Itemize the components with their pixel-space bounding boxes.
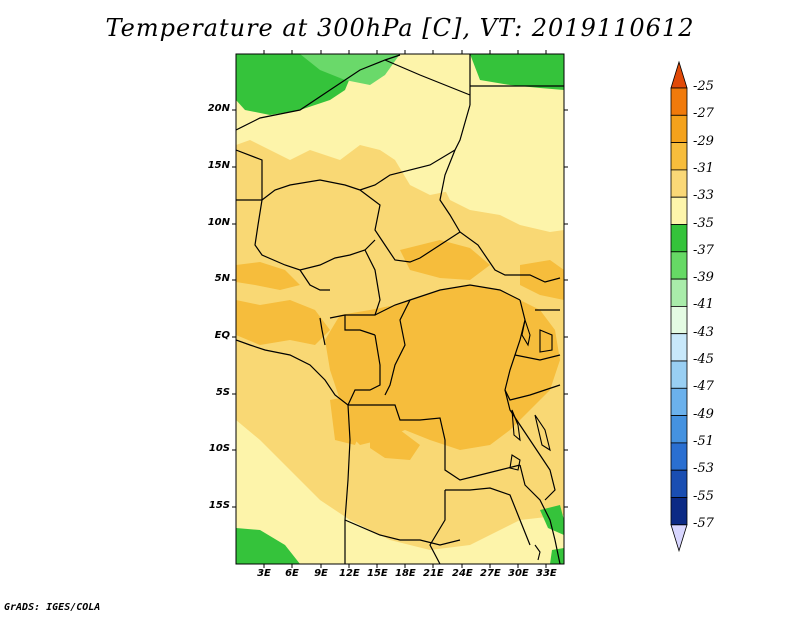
field-pale-ne	[440, 110, 564, 232]
field-orange-south	[370, 430, 420, 460]
map-frame	[235, 53, 565, 565]
colorbar-swatch	[670, 278, 688, 307]
lat-label: 10N	[207, 217, 230, 228]
colorbar-label: -25	[693, 79, 714, 94]
field-green-se2	[550, 548, 564, 564]
colorbar-swatch	[670, 169, 688, 198]
lat-label: EQ	[214, 330, 230, 341]
map-title: Temperature at 300hPa [C], VT: 201911061…	[105, 14, 695, 42]
lat-label: 5S	[215, 387, 230, 398]
colorbar-swatch	[670, 415, 688, 444]
field-green-sw	[236, 528, 300, 564]
colorbar-swatch	[670, 87, 688, 116]
colorbar-swatch	[670, 142, 688, 171]
field-orange-central	[325, 285, 560, 450]
lon-label: 30E	[508, 568, 529, 579]
colorbar-label: -29	[693, 133, 714, 149]
field-lightgreen-north	[300, 54, 400, 85]
colorbar-swatch	[670, 305, 688, 335]
lat-label: 15S	[208, 500, 230, 511]
field-green-ne	[470, 54, 564, 90]
colorbar-label: -37	[693, 242, 714, 258]
colorbar-label: -41	[693, 297, 714, 313]
lon-label: 12E	[339, 568, 360, 579]
colorbar	[670, 60, 688, 553]
colorbar-swatch	[670, 114, 688, 144]
colorbar-top-arrow	[670, 60, 688, 89]
lon-label: 3E	[257, 568, 271, 579]
colorbar-swatch	[670, 196, 688, 225]
colorbar-swatch	[670, 333, 688, 362]
colorbar-label: -35	[693, 215, 714, 231]
colorbar-label: -51	[693, 433, 714, 449]
lat-label: 10S	[208, 443, 230, 454]
colorbar-label: -31	[693, 160, 714, 176]
field-pale-sw	[236, 420, 564, 564]
field-orange-sw	[330, 395, 365, 445]
colorbar-label: -43	[693, 324, 714, 340]
colorbar-swatch	[670, 387, 688, 416]
country-borders	[236, 54, 564, 564]
lon-label: 18E	[395, 568, 416, 579]
lat-label: 15N	[207, 160, 230, 171]
colorbar-label: -53	[693, 461, 714, 477]
axis-ticks	[232, 50, 568, 568]
lat-label: 20N	[207, 103, 230, 114]
colorbar-swatch	[670, 224, 688, 253]
colorbar-label: -45	[693, 352, 714, 367]
colorbar-swatch	[670, 442, 688, 471]
field-orange-nw	[236, 262, 300, 290]
colorbar-swatch	[670, 251, 688, 280]
colorbar-label: -27	[693, 106, 714, 122]
colorbar-swatch	[670, 469, 688, 498]
colorbar-swatch	[670, 497, 688, 526]
lon-label: 33E	[536, 568, 557, 579]
colorbar-swatch	[670, 360, 688, 389]
temperature-field	[236, 54, 564, 564]
grads-credit: GrADS: IGES/COLA	[4, 602, 101, 613]
field-orange-center-n	[400, 240, 490, 280]
colorbar-label: -49	[693, 406, 714, 422]
lon-label: 6E	[285, 568, 299, 579]
colorbar-label: -57	[693, 515, 714, 531]
lon-label: 24E	[452, 568, 473, 579]
colorbar-label: -33	[693, 188, 714, 204]
lon-label: 27E	[480, 568, 501, 579]
lakes	[509, 317, 553, 561]
lon-label: 15E	[367, 568, 388, 579]
colorbar-bottom-arrow	[670, 524, 688, 553]
colorbar-label: -55	[693, 488, 714, 504]
lon-label: 9E	[314, 568, 328, 579]
lat-label: 5N	[214, 273, 230, 284]
colorbar-label: -39	[693, 270, 714, 286]
field-orange-west	[236, 300, 330, 345]
lon-label: 21E	[423, 568, 444, 579]
colorbar-label: -47	[693, 379, 714, 395]
